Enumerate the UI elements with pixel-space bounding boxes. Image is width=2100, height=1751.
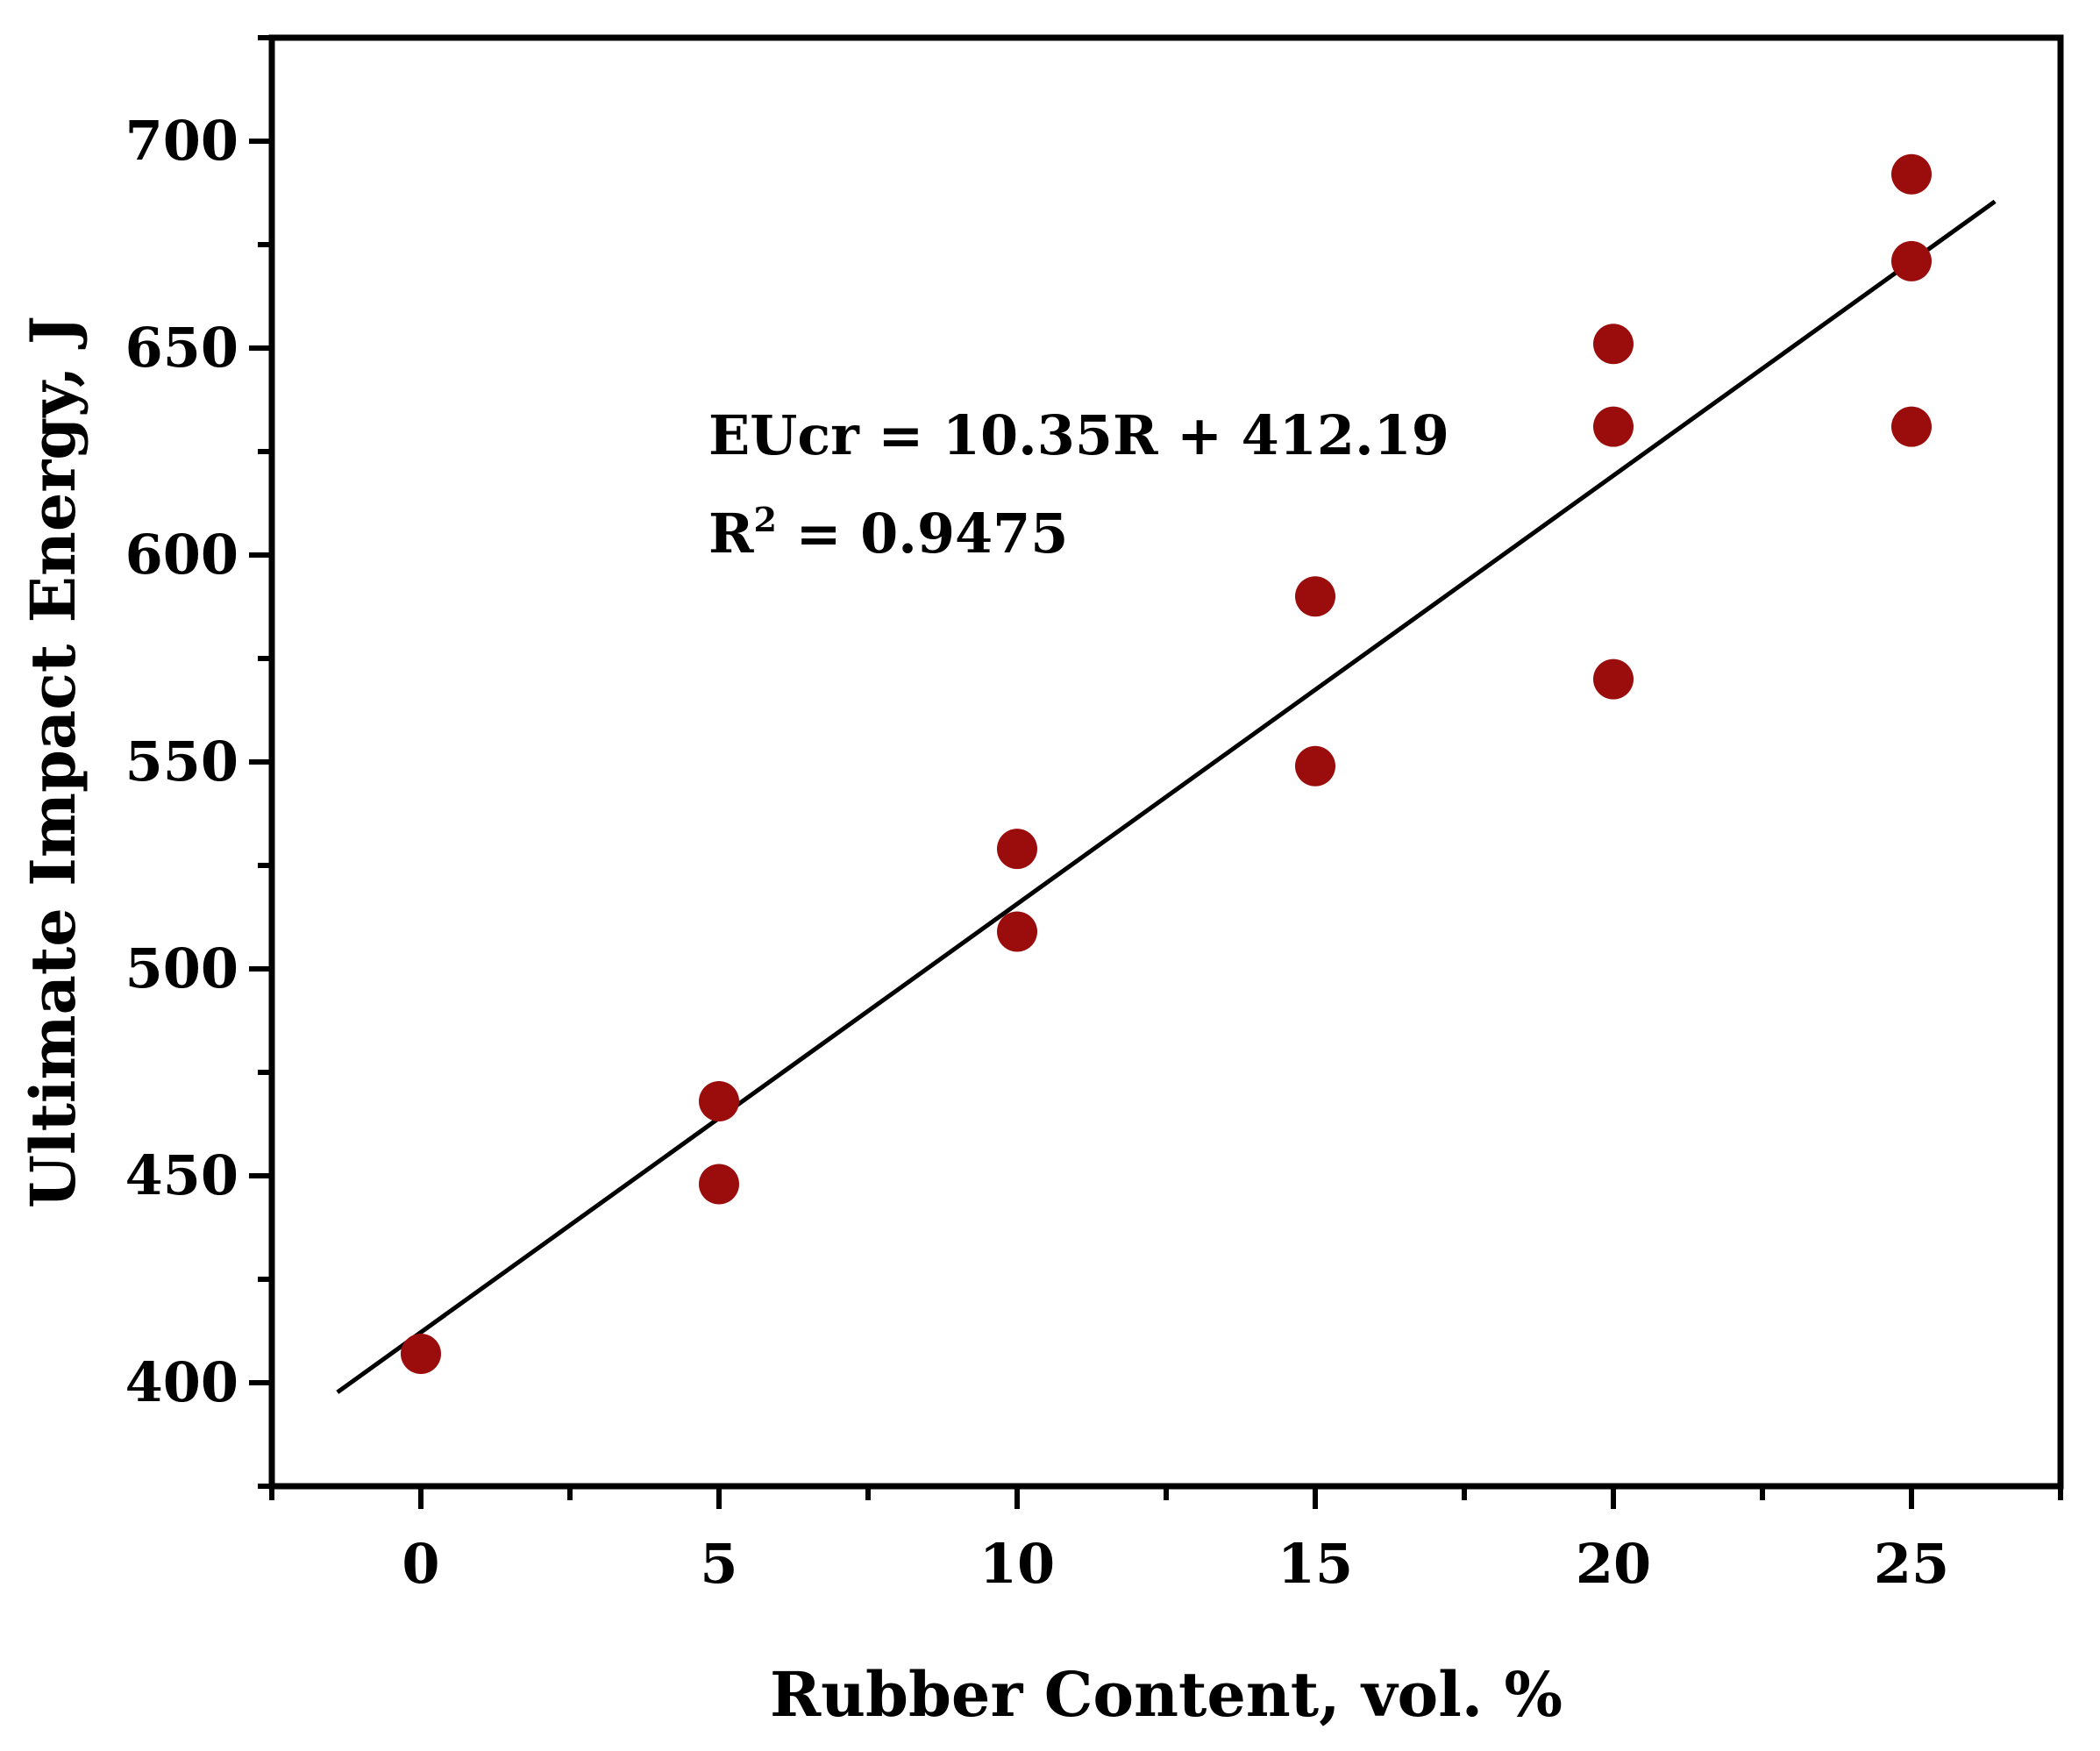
x-tick-label: 10 (979, 1532, 1055, 1596)
y-tick-label: 500 (125, 936, 238, 1000)
data-points (401, 153, 1932, 1374)
x-axis: 0 5 10 15 20 25 (269, 1486, 2063, 1596)
r-squared-superscript: 2 (754, 500, 777, 539)
data-point (997, 829, 1037, 870)
y-tick-label: 600 (125, 523, 238, 587)
fit-line-layer (336, 199, 1997, 1394)
equation-annotation: EUcr = 10.35R + 412.19 (708, 403, 1449, 467)
data-point (1891, 240, 1932, 281)
y-axis-title: Ultimate Impact Energy, J (17, 316, 89, 1208)
y-tick-label: 450 (125, 1143, 238, 1207)
data-point (1891, 406, 1932, 447)
x-tick-label: 15 (1278, 1532, 1353, 1596)
x-tick-label: 25 (1874, 1532, 1949, 1596)
data-point (1891, 153, 1932, 195)
r-squared-prefix: R (708, 502, 754, 566)
x-tick-label: 20 (1576, 1532, 1651, 1596)
fit-line (336, 199, 1997, 1394)
r-squared-value: = 0.9475 (777, 502, 1068, 566)
y-tick-label: 650 (125, 316, 238, 380)
data-point (699, 1081, 739, 1122)
data-point (699, 1164, 739, 1205)
data-point (1593, 406, 1634, 447)
r-squared-annotation: R2 = 0.9475 (708, 500, 1068, 566)
y-tick-label: 550 (125, 730, 238, 794)
data-point (401, 1333, 441, 1374)
y-tick-label: 700 (125, 109, 238, 173)
x-tick-label: 5 (700, 1532, 737, 1596)
x-axis-title: Rubber Content, vol. % (770, 1658, 1563, 1731)
x-tick-label: 0 (402, 1532, 439, 1596)
plot-frame (268, 34, 2064, 1490)
y-tick-label: 400 (125, 1350, 238, 1414)
data-point (1295, 745, 1335, 787)
data-point (997, 911, 1037, 952)
data-point (1593, 324, 1634, 365)
data-point (1295, 576, 1335, 617)
y-axis: 400 450 500 550 600 650 700 (125, 35, 272, 1489)
data-point (1593, 658, 1634, 700)
